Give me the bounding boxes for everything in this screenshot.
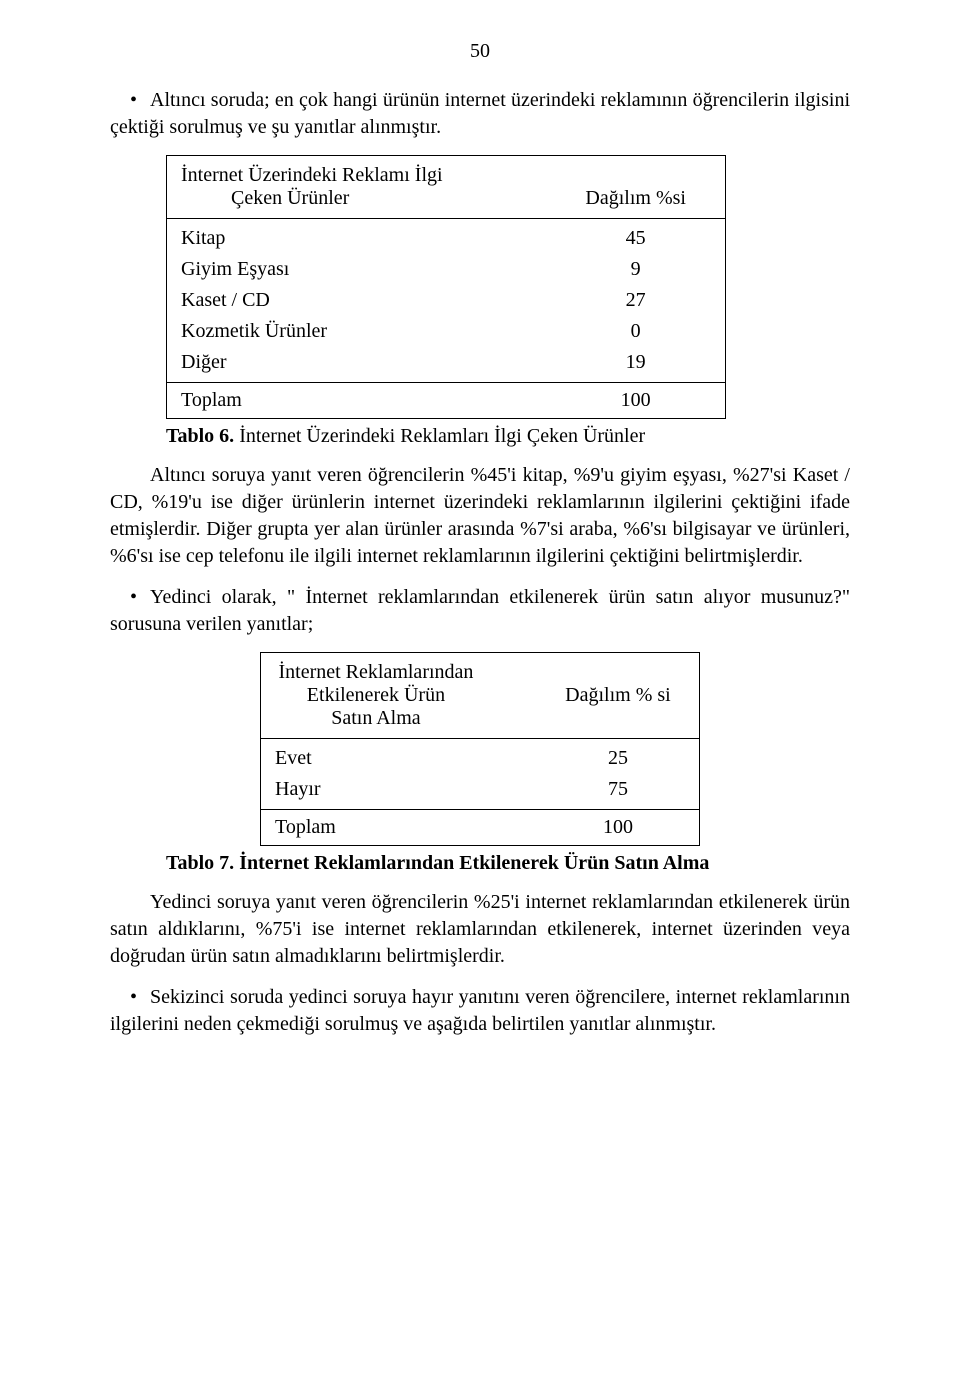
- table6-row-label: Kaset / CD: [167, 285, 547, 316]
- table7-header-left-line3: Satın Alma: [331, 707, 420, 729]
- table6-row-value: 0: [546, 316, 725, 347]
- table6: İnternet Üzerindeki Reklamı İlgi Çeken Ü…: [166, 155, 726, 419]
- table6-row-value: 9: [546, 254, 725, 285]
- table6-header-left: İnternet Üzerindeki Reklamı İlgi Çeken Ü…: [167, 156, 547, 219]
- table6-wrapper: İnternet Üzerindeki Reklamı İlgi Çeken Ü…: [166, 155, 850, 419]
- table7: İnternet Reklamlarından Etkilenerek Ürün…: [260, 652, 700, 846]
- bullet-icon: •: [110, 984, 150, 1011]
- bullet8-paragraph: • Sekizinci soruda yedinci soruya hayır …: [110, 984, 850, 1038]
- table7-header-left-line2: Etkilenerek Ürün: [307, 684, 445, 706]
- table7-wrapper: İnternet Reklamlarından Etkilenerek Ürün…: [110, 652, 850, 846]
- bullet8-text: Sekizinci soruda yedinci soruya hayır ya…: [110, 986, 850, 1035]
- intro-bullet-paragraph: • Altıncı soruda; en çok hangi ürünün in…: [110, 87, 850, 141]
- table6-row-label: Kitap: [167, 219, 547, 255]
- table6-total-value: 100: [546, 383, 725, 419]
- table6-row-value: 27: [546, 285, 725, 316]
- table7-header-left-line1: İnternet Reklamlarından: [278, 661, 473, 683]
- table6-caption-label: Tablo 6.: [166, 425, 234, 447]
- table6-row-value: 19: [546, 347, 725, 383]
- intro-text: Altıncı soruda; en çok hangi ürünün inte…: [110, 89, 850, 138]
- table7-header-right: Dağılım % si: [537, 653, 700, 739]
- table7-caption: Tablo 7. İnternet Reklamlarından Etkilen…: [166, 852, 850, 875]
- table6-row-label: Kozmetik Ürünler: [167, 316, 547, 347]
- table6-total-label: Toplam: [167, 383, 547, 419]
- paragraph-after-table7: Yedinci soruya yanıt veren öğrencilerin …: [110, 889, 850, 970]
- table7-row-value: 75: [537, 774, 700, 810]
- bullet-icon: •: [110, 584, 150, 611]
- table6-header-left-line2: Çeken Ürünler: [181, 187, 349, 210]
- table7-caption-label: Tablo 7.: [166, 852, 234, 874]
- page-number: 50: [110, 40, 850, 63]
- table7-row-label: Hayır: [261, 774, 537, 810]
- table7-caption-text: İnternet Reklamlarından Etkilenerek Ürün…: [234, 852, 709, 874]
- table7-header-left: İnternet Reklamlarından Etkilenerek Ürün…: [261, 653, 537, 739]
- table6-header-left-line1: İnternet Üzerindeki Reklamı İlgi: [181, 164, 443, 186]
- table6-header-right: Dağılım %si: [546, 156, 725, 219]
- bullet7-paragraph: • Yedinci olarak, " İnternet reklamların…: [110, 584, 850, 638]
- table7-row-label: Evet: [261, 739, 537, 775]
- table6-row-label: Diğer: [167, 347, 547, 383]
- bullet7-text: Yedinci olarak, " İnternet reklamlarında…: [110, 586, 850, 635]
- bullet-icon: •: [110, 87, 150, 114]
- table7-total-label: Toplam: [261, 810, 537, 846]
- table7-row-value: 25: [537, 739, 700, 775]
- paragraph-after-table6: Altıncı soruya yanıt veren öğrencilerin …: [110, 462, 850, 570]
- table6-row-value: 45: [546, 219, 725, 255]
- table7-total-value: 100: [537, 810, 700, 846]
- table6-row-label: Giyim Eşyası: [167, 254, 547, 285]
- para-t7-text: Yedinci soruya yanıt veren öğrencilerin …: [110, 891, 850, 967]
- para-t6-text: Altıncı soruya yanıt veren öğrencilerin …: [110, 464, 850, 567]
- document-page: 50 • Altıncı soruda; en çok hangi ürünün…: [0, 0, 960, 1393]
- table6-caption: Tablo 6. İnternet Üzerindeki Reklamları …: [166, 425, 850, 448]
- table6-caption-text: İnternet Üzerindeki Reklamları İlgi Çeke…: [234, 425, 645, 447]
